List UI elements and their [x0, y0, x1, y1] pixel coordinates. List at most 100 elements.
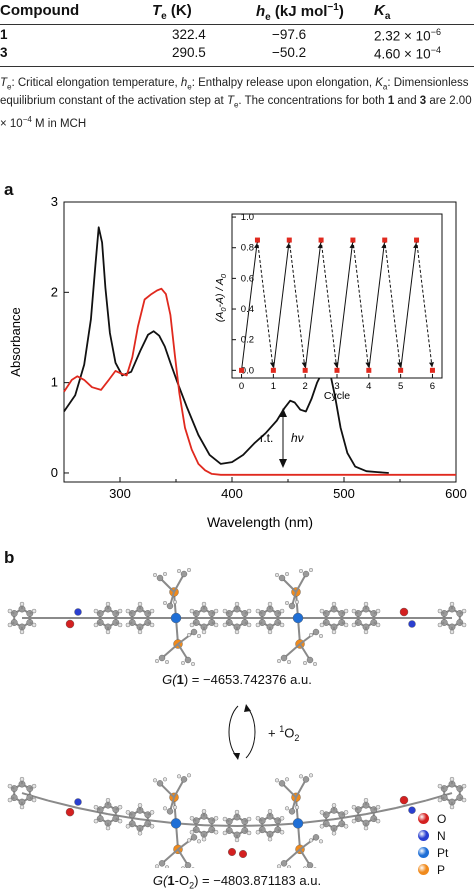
hydrogen-atom: [461, 622, 467, 628]
phosphorus-dot-icon: [418, 864, 429, 875]
hydrogen-atom: [186, 632, 191, 637]
hydrogen-atom: [149, 608, 155, 614]
carbon-atom: [190, 628, 198, 636]
hydrogen-atom: [363, 797, 369, 803]
inset-y-tick-label: 0.2: [241, 335, 254, 346]
hydrogen-atom: [267, 836, 273, 842]
hydrogen-atom: [125, 824, 131, 829]
hydrogen-atom: [363, 629, 369, 635]
hydrogen-atom: [117, 608, 123, 614]
bond: [47, 799, 79, 809]
hydrogen-atom: [319, 622, 325, 628]
hydrogen-atom: [105, 797, 111, 803]
carbon-atom: [190, 834, 198, 841]
hydrogen-atom: [222, 830, 228, 836]
hydrogen-atom: [7, 622, 13, 628]
inset-x-tick-label: 3: [334, 381, 339, 392]
hydrogen-atom: [189, 816, 195, 821]
inset-data-point: [382, 237, 388, 243]
hydrogen-atom: [213, 608, 219, 614]
inset-data-point: [270, 367, 276, 373]
inset-data-point: [318, 237, 324, 243]
hydrogen-atom: [222, 622, 228, 628]
hydrogen-atom: [275, 778, 280, 783]
hydrogen-atom: [255, 622, 261, 628]
hydrogen-atom: [246, 622, 252, 628]
hydrogen-atom: [165, 865, 169, 868]
hydrogen-atom: [255, 816, 261, 821]
hydrogen-atom: [437, 608, 443, 614]
nitrogen-atom: [74, 608, 82, 616]
hydrogen-atom: [319, 608, 325, 614]
inset-y-tick-label: 0.0: [241, 365, 254, 376]
hydrogen-atom: [176, 569, 181, 573]
inset-fall-segment: [416, 239, 433, 371]
hydrogen-atom: [125, 608, 131, 614]
hydrogen-atom: [319, 810, 325, 815]
bond: [425, 792, 453, 802]
bond: [299, 631, 317, 645]
oxygen-atom: [238, 849, 247, 858]
hydrogen-atom: [267, 601, 273, 607]
hydrogen-atom: [93, 804, 99, 810]
hydrogen-atom: [93, 608, 99, 614]
hydrogen-atom: [461, 783, 467, 789]
oxygen-atom: [399, 607, 409, 617]
carbon-atom: [180, 776, 188, 783]
hydrogen-atom: [277, 864, 281, 868]
row2-ka: 4.60 × 10−4: [374, 45, 441, 62]
x-tick-label: 400: [221, 486, 243, 501]
carbon-atom: [306, 862, 314, 868]
carbon-atom: [312, 628, 320, 636]
legend-item-p: P: [418, 861, 448, 878]
inset-arrowhead: [397, 362, 403, 368]
hydrogen-atom: [449, 776, 455, 782]
platinum-atom: [170, 612, 182, 624]
hydrogen-atom: [162, 571, 167, 576]
molecule-1-o2-structure: [7, 773, 467, 868]
hydrogen-atom: [125, 810, 131, 815]
hydrogen-atom: [267, 809, 273, 814]
hydrogen-atom: [196, 839, 201, 844]
hydrogen-atom: [7, 797, 13, 803]
hydrogen-atom: [234, 601, 240, 607]
inset-y-tick-label: 0.4: [241, 304, 254, 315]
hydrogen-atom: [105, 629, 111, 635]
hydrogen-atom: [155, 864, 159, 868]
hydrogen-atom: [343, 824, 349, 829]
bond: [281, 782, 297, 799]
hydrogen-atom: [351, 804, 357, 810]
hydrogen-atom: [449, 804, 455, 810]
inset-fall-segment: [352, 239, 370, 371]
carbon-atom: [184, 862, 192, 868]
hydrogen-atom: [303, 660, 308, 665]
hydrogen-atom: [222, 816, 228, 822]
hydrogen-atom: [186, 568, 191, 572]
hydrogen-atom: [319, 839, 324, 844]
inset-arrowhead: [365, 362, 371, 368]
bond: [77, 807, 109, 816]
inset-data-point: [398, 367, 404, 373]
hv-annotation: hν: [291, 431, 304, 445]
platinum-atom: [170, 818, 182, 829]
carbon-atom: [288, 602, 296, 610]
inset-y-axis-label: (A0-A) / A0: [214, 273, 228, 322]
hydrogen-atom: [351, 608, 357, 614]
inset-data-point: [429, 367, 435, 373]
y-tick-label: 0: [51, 465, 58, 480]
inset-data-point: [334, 367, 340, 373]
hydrogen-atom: [303, 866, 307, 868]
hydrogen-atom: [105, 601, 111, 607]
hydrogen-atom: [93, 622, 99, 628]
hydrogen-atom: [351, 622, 357, 628]
bond: [299, 836, 317, 851]
hydrogen-atom: [363, 825, 369, 831]
inset-arrowhead: [254, 243, 259, 249]
hydrogen-atom: [319, 824, 325, 829]
inset-x-tick-label: 4: [366, 381, 371, 392]
bond: [295, 573, 307, 593]
hydrogen-atom: [137, 803, 143, 808]
bond: [21, 792, 49, 802]
hydrogen-atom: [117, 818, 123, 824]
oxygen-atom: [65, 619, 75, 629]
